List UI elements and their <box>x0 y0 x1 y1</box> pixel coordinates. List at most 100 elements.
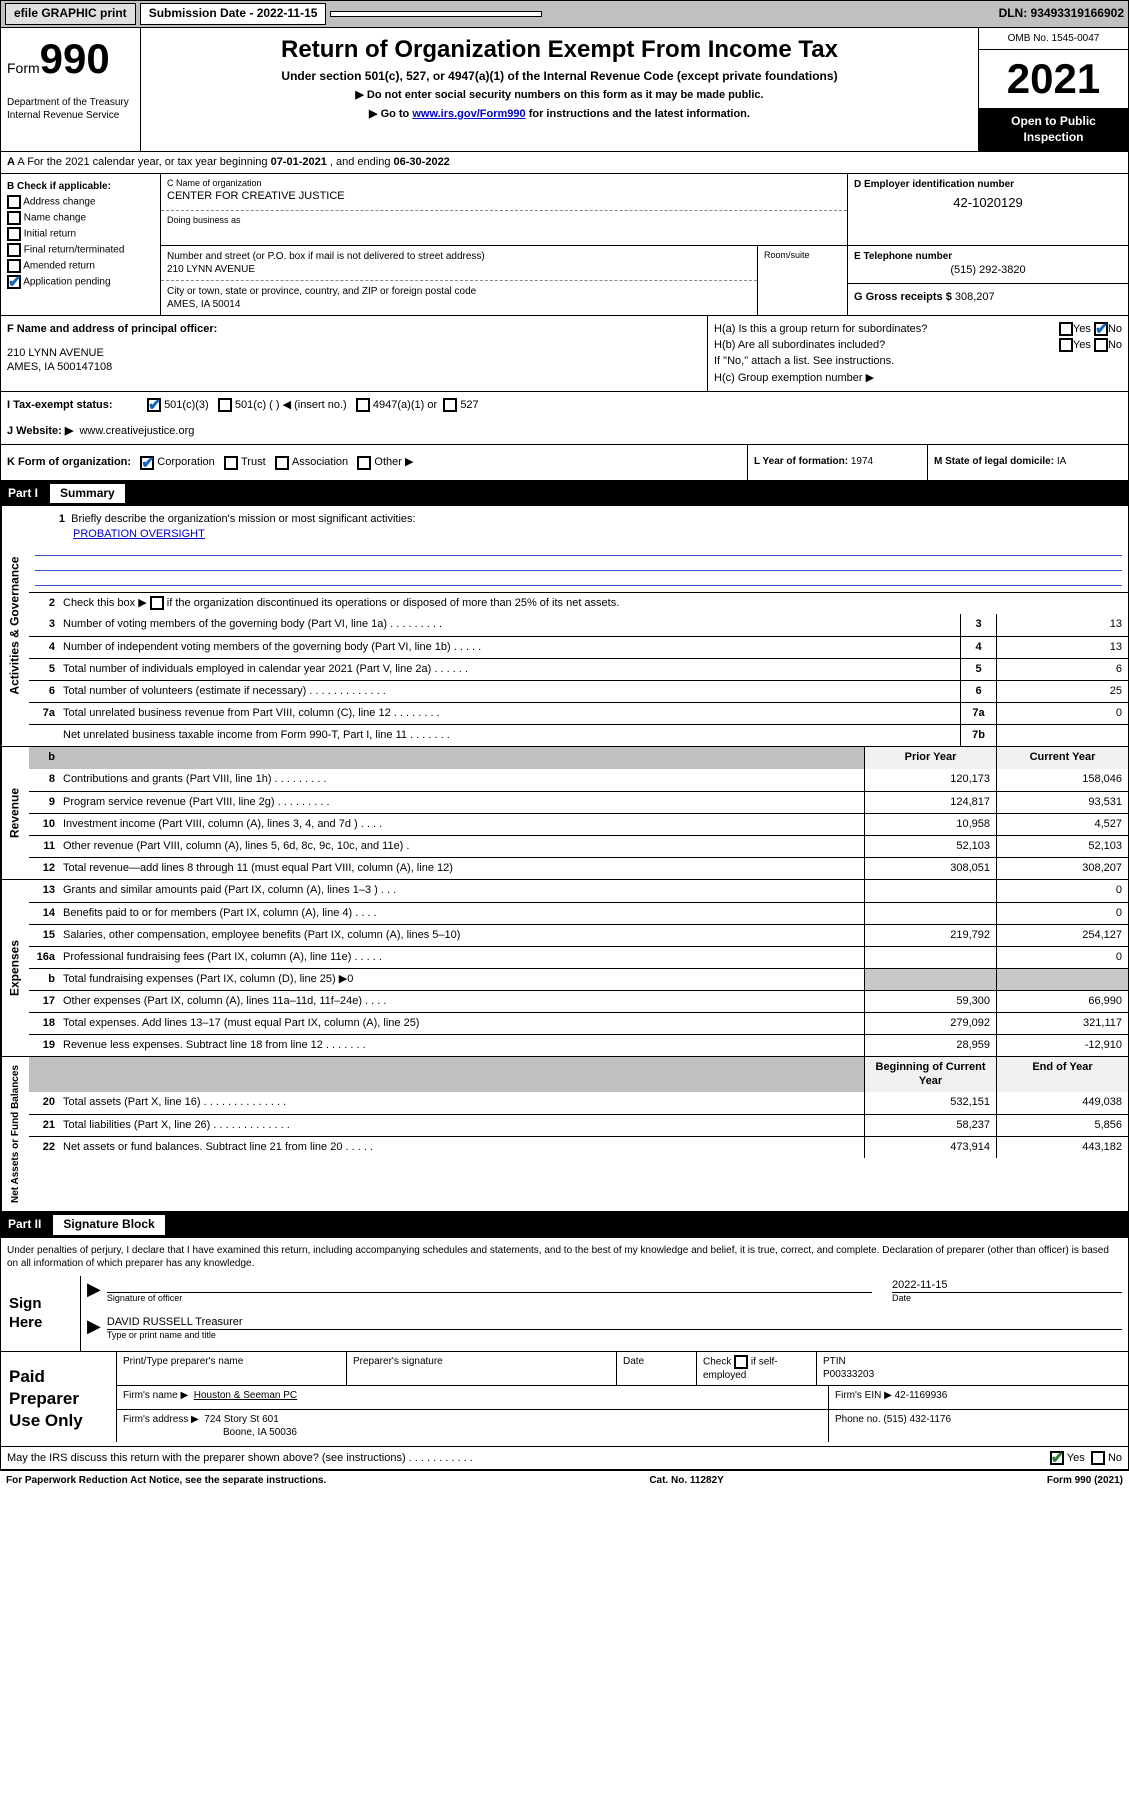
beg-year-h: Beginning of Current Year <box>864 1057 996 1092</box>
prior-year-h: Prior Year <box>864 747 996 769</box>
q2a: Check this box ▶ <box>63 597 147 609</box>
website-link[interactable]: www.creativejustice.org <box>79 425 194 437</box>
row-num <box>29 725 59 746</box>
hb-no: No <box>1108 338 1122 352</box>
cb-4947[interactable] <box>356 398 370 412</box>
cb-discuss-yes[interactable] <box>1050 1451 1064 1465</box>
side-gov: Activities & Governance <box>1 506 29 746</box>
firm-addr2: Boone, IA 50036 <box>123 1427 297 1438</box>
sig-arrow-icon: ▶ <box>87 1278 101 1305</box>
row-val: 0 <box>996 703 1128 724</box>
cb-corp[interactable] <box>140 456 154 470</box>
cb-assoc[interactable] <box>275 456 289 470</box>
cb-hb-no[interactable] <box>1094 338 1108 352</box>
row-desc: Total liabilities (Part X, line 26) . . … <box>59 1115 864 1136</box>
k-o2: Trust <box>241 456 266 468</box>
cb-address-change[interactable] <box>7 195 21 209</box>
firm-addr-l: Firm's address ▶ <box>123 1414 199 1425</box>
cb-501c3[interactable] <box>147 398 161 412</box>
row-current: 158,046 <box>996 769 1128 791</box>
q1: Briefly describe the organization's miss… <box>71 513 415 525</box>
row-prior: 59,300 <box>864 991 996 1012</box>
gross-receipts: 308,207 <box>955 291 995 303</box>
firm-name-link[interactable]: Houston & Seeman PC <box>194 1390 297 1401</box>
row-num: 11 <box>29 836 59 857</box>
summary-row: 6Total number of volunteers (estimate if… <box>29 680 1128 702</box>
cb-527[interactable] <box>443 398 457 412</box>
row-j: J Website: ▶ www.creativejustice.org <box>0 418 1129 445</box>
cb-discuss-no[interactable] <box>1091 1451 1105 1465</box>
firm-addr1: 724 Story St 601 <box>204 1414 279 1425</box>
summary-net: Net Assets or Fund Balances Beginning of… <box>0 1057 1129 1212</box>
summary-row: 12Total revenue—add lines 8 through 11 (… <box>29 857 1128 879</box>
row-prior: 473,914 <box>864 1137 996 1158</box>
line-a-mid: , and ending <box>327 156 394 168</box>
irs-link[interactable]: www.irs.gov/Form990 <box>412 108 525 120</box>
summary-row: 3Number of voting members of the governi… <box>29 614 1128 636</box>
row-num: 13 <box>29 880 59 902</box>
q2b: if the organization discontinued its ope… <box>167 597 620 609</box>
row-num: 15 <box>29 925 59 946</box>
cb-self-employed[interactable] <box>734 1355 748 1369</box>
row-prior: 279,092 <box>864 1013 996 1034</box>
instructions-link-row: ▶ Go to www.irs.gov/Form990 for instruct… <box>151 107 968 121</box>
row-num: b <box>29 969 59 990</box>
row-num: 16a <box>29 947 59 968</box>
cb-discontinued[interactable] <box>150 596 164 610</box>
cb-other[interactable] <box>357 456 371 470</box>
summary-row: 13Grants and similar amounts paid (Part … <box>29 880 1128 902</box>
city-label: City or town, state or province, country… <box>167 285 751 298</box>
footer-right: Form 990 (2021) <box>1047 1474 1123 1487</box>
cb-trust[interactable] <box>224 456 238 470</box>
i-o3: 4947(a)(1) or <box>373 398 437 412</box>
mission-link[interactable]: PROBATION OVERSIGHT <box>73 528 205 540</box>
row-desc: Net unrelated business taxable income fr… <box>59 725 960 746</box>
dln: DLN: 93493319166902 <box>999 6 1124 22</box>
cb-final[interactable] <box>7 243 21 257</box>
summary-row: 22Net assets or fund balances. Subtract … <box>29 1136 1128 1158</box>
row-current <box>996 969 1128 990</box>
i-o2: 501(c) ( ) ◀ (insert no.) <box>235 398 347 412</box>
discuss-yes: Yes <box>1067 1451 1085 1465</box>
sig-officer-label: Signature of officer <box>107 1292 872 1305</box>
summary-row: 7aTotal unrelated business revenue from … <box>29 702 1128 724</box>
cb-amended[interactable] <box>7 259 21 273</box>
i-o1: 501(c)(3) <box>164 398 209 412</box>
discuss-text: May the IRS discuss this return with the… <box>7 1451 1050 1465</box>
row-num: 4 <box>29 637 59 658</box>
sig-name-label: Type or print name and title <box>107 1329 1122 1342</box>
row-current: -12,910 <box>996 1035 1128 1056</box>
summary-row: 9Program service revenue (Part VIII, lin… <box>29 791 1128 813</box>
cb-app-pending[interactable] <box>7 275 21 289</box>
row-desc: Number of voting members of the governin… <box>59 614 960 636</box>
cb-501c[interactable] <box>218 398 232 412</box>
c-name-label: C Name of organization <box>167 178 841 190</box>
row-current: 0 <box>996 947 1128 968</box>
row-desc: Other expenses (Part IX, column (A), lin… <box>59 991 864 1012</box>
row-prior <box>864 969 996 990</box>
e-label: E Telephone number <box>854 250 1122 263</box>
row-desc: Grants and similar amounts paid (Part IX… <box>59 880 864 902</box>
perjury-declaration: Under penalties of perjury, I declare th… <box>1 1238 1128 1276</box>
sig-arrow2-icon: ▶ <box>87 1315 101 1342</box>
cb-hb-yes[interactable] <box>1059 338 1073 352</box>
irs-label: Internal Revenue Service <box>7 109 134 122</box>
row-prior: 124,817 <box>864 792 996 813</box>
row-prior: 52,103 <box>864 836 996 857</box>
k-o3: Association <box>292 456 348 468</box>
cb-name-change[interactable] <box>7 211 21 225</box>
part2-title: Signature Block <box>53 1215 164 1235</box>
row-prior <box>864 947 996 968</box>
open-to-public: Open to Public Inspection <box>979 108 1128 151</box>
efile-button[interactable]: efile GRAPHIC print <box>5 3 136 25</box>
tax-year: 2021 <box>979 50 1128 109</box>
hb-label: H(b) Are all subordinates included? <box>714 338 1059 352</box>
footer-center: Cat. No. 11282Y <box>649 1474 723 1487</box>
summary-row: 14Benefits paid to or for members (Part … <box>29 902 1128 924</box>
cb-ha-yes[interactable] <box>1059 322 1073 336</box>
cb-initial[interactable] <box>7 227 21 241</box>
summary-row: 16aProfessional fundraising fees (Part I… <box>29 946 1128 968</box>
cb-ha-no[interactable] <box>1094 322 1108 336</box>
row-desc: Total revenue—add lines 8 through 11 (mu… <box>59 858 864 879</box>
form-header: Form990 Department of the Treasury Inter… <box>0 28 1129 153</box>
